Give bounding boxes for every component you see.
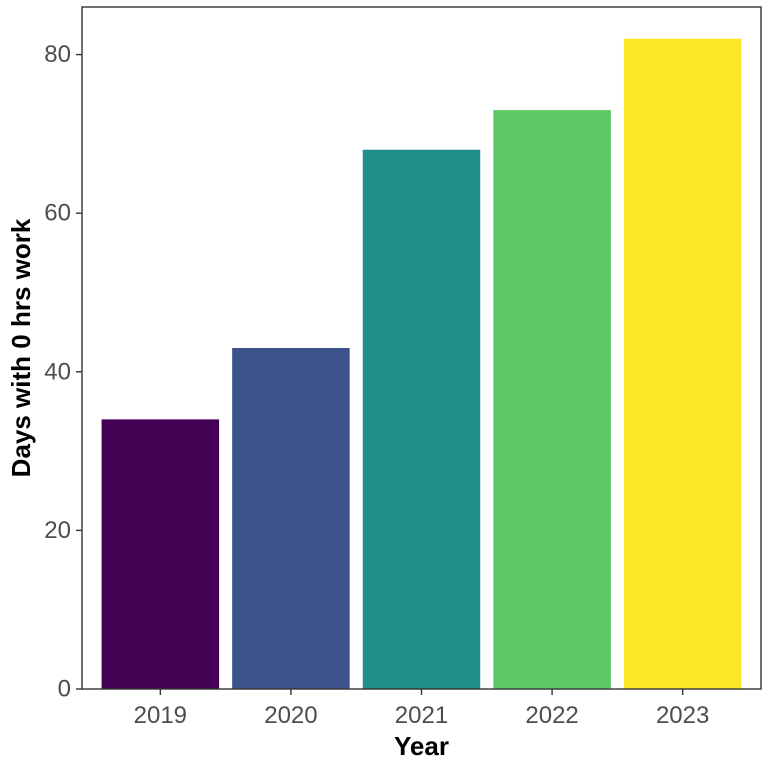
x-tick-label: 2021 [395,702,448,729]
bar-2023 [623,38,742,689]
y-axis-title: Days with 0 hrs work [6,218,36,477]
x-tick-label: 2020 [264,702,317,729]
y-tick-label: 40 [44,358,71,385]
bar-2020 [232,348,350,689]
x-tick-label: 2023 [656,702,709,729]
bar-2021 [362,149,481,689]
x-axis: 2019 2020 2021 2022 2023 [134,689,709,729]
y-tick-label: 0 [58,676,71,703]
y-axis: 0 20 40 60 80 [44,41,82,703]
y-tick-label: 80 [44,41,71,68]
y-tick-label: 20 [44,517,71,544]
bar-2019 [101,419,220,689]
x-tick-label: 2022 [525,702,578,729]
bars-layer [101,38,742,690]
y-tick-label: 60 [44,200,71,227]
x-tick-label: 2019 [134,702,187,729]
bar-2022 [493,110,611,690]
x-axis-title: Year [394,731,449,761]
